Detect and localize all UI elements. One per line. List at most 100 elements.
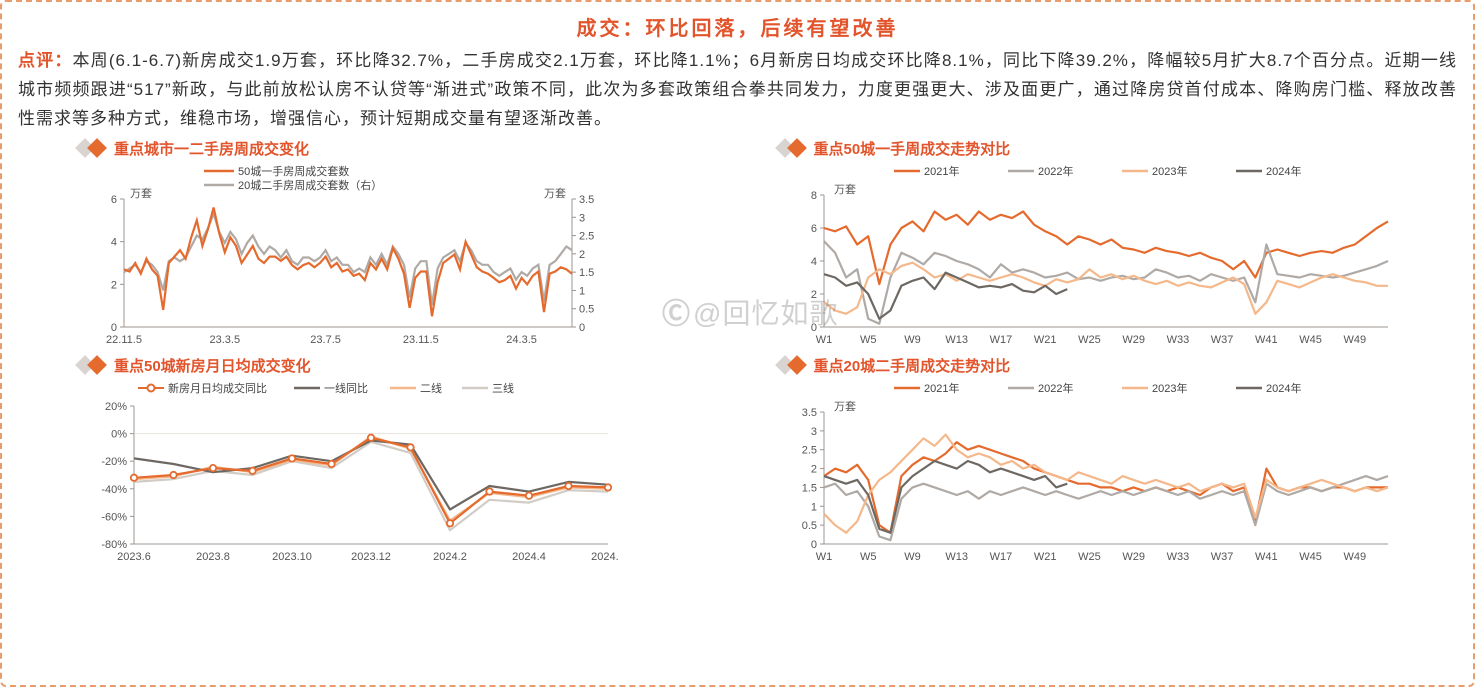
- svg-text:3: 3: [810, 426, 816, 438]
- svg-text:2023年: 2023年: [1152, 381, 1187, 395]
- svg-text:2023.6: 2023.6: [117, 551, 151, 563]
- svg-text:1: 1: [579, 285, 585, 297]
- svg-text:W9: W9: [904, 334, 921, 346]
- chart-svg: 50城一手房周成交套数20城二手房周成交套数（右） 万套 万套 0 2 4 6 0 0.5 1 1.…: [78, 161, 618, 351]
- chart-title: 重点50城新房月日均成交变化: [114, 355, 311, 376]
- chart-weekly-transactions: 重点城市一二手房周成交变化 50城一手房周成交套数20城二手房周成交套数（右） 万…: [78, 138, 718, 351]
- svg-text:W1: W1: [815, 334, 832, 346]
- svg-text:0%: 0%: [111, 428, 127, 440]
- chart-50city-monthly-yoy: 重点50城新房月日均成交变化 新房月日均成交同比 一线同比 二线 三线 -80% -60%…: [78, 355, 718, 568]
- charts-grid: 重点城市一二手房周成交变化 50城一手房周成交套数20城二手房周成交套数（右） 万…: [18, 138, 1457, 568]
- svg-text:23.3.5: 23.3.5: [210, 334, 241, 346]
- svg-text:2023.10: 2023.10: [272, 551, 312, 563]
- svg-text:W49: W49: [1343, 551, 1366, 563]
- svg-text:3.5: 3.5: [801, 407, 816, 419]
- svg-text:2: 2: [810, 289, 816, 301]
- svg-text:-20%: -20%: [101, 456, 127, 468]
- svg-text:2023.8: 2023.8: [196, 551, 230, 563]
- svg-text:W21: W21: [1033, 334, 1056, 346]
- svg-text:新房月日均成交同比: 新房月日均成交同比: [168, 381, 267, 395]
- svg-text:22.11.5: 22.11.5: [106, 334, 142, 346]
- svg-text:W13: W13: [945, 334, 968, 346]
- svg-text:4: 4: [810, 256, 816, 268]
- report-panel: 成交：环比回落，后续有望改善 点评：本周(6.1-6.7)新房成交1.9万套，环…: [0, 0, 1475, 687]
- commentary-label: 点评：: [18, 51, 73, 70]
- svg-text:万套: 万套: [130, 187, 152, 200]
- svg-text:50城一手房周成交套数: 50城一手房周成交套数: [238, 164, 349, 178]
- svg-text:万套: 万套: [834, 400, 856, 413]
- svg-text:W37: W37: [1210, 551, 1233, 563]
- svg-text:3.5: 3.5: [579, 194, 594, 206]
- svg-text:2023.12: 2023.12: [351, 551, 391, 563]
- svg-text:W25: W25: [1078, 551, 1101, 563]
- svg-text:2024年: 2024年: [1266, 164, 1301, 178]
- svg-text:三线: 三线: [492, 381, 514, 395]
- svg-text:W41: W41: [1255, 551, 1278, 563]
- chart-svg: 2021年2022年2023年2024年万套00.511.522.533.5W1…: [778, 378, 1398, 568]
- svg-text:20%: 20%: [105, 401, 127, 413]
- svg-text:6: 6: [111, 194, 117, 206]
- svg-text:万套: 万套: [544, 187, 566, 200]
- svg-text:-40%: -40%: [101, 483, 127, 495]
- svg-text:23.7.5: 23.7.5: [310, 334, 341, 346]
- chart-20city-secondary-trend: 重点20城二手周成交走势对比 2021年2022年2023年2024年万套00.…: [778, 355, 1418, 568]
- svg-text:W45: W45: [1299, 551, 1322, 563]
- svg-text:1.5: 1.5: [579, 267, 594, 279]
- svg-text:1: 1: [810, 501, 816, 513]
- svg-text:2.5: 2.5: [579, 230, 594, 242]
- svg-text:20城二手房周成交套数（右）: 20城二手房周成交套数（右）: [238, 178, 382, 192]
- svg-text:W17: W17: [989, 334, 1012, 346]
- svg-text:8: 8: [810, 190, 816, 202]
- svg-text:W13: W13: [945, 551, 968, 563]
- chart-title: 重点城市一二手房周成交变化: [114, 138, 309, 159]
- svg-text:0.5: 0.5: [579, 303, 594, 315]
- chart-title: 重点20城二手周成交走势对比: [814, 355, 1011, 376]
- svg-text:W21: W21: [1033, 551, 1056, 563]
- svg-text:W33: W33: [1166, 334, 1189, 346]
- svg-text:W17: W17: [989, 551, 1012, 563]
- svg-text:W1: W1: [815, 551, 832, 563]
- svg-text:W45: W45: [1299, 334, 1322, 346]
- svg-text:1.5: 1.5: [801, 482, 816, 494]
- svg-text:W9: W9: [904, 551, 921, 563]
- svg-text:一线同比: 一线同比: [324, 381, 368, 395]
- svg-text:W5: W5: [859, 334, 876, 346]
- svg-text:2024.6: 2024.6: [591, 551, 618, 563]
- svg-text:W29: W29: [1122, 334, 1145, 346]
- svg-text:23.11.5: 23.11.5: [403, 334, 439, 346]
- svg-text:2: 2: [579, 249, 585, 261]
- svg-text:3: 3: [579, 212, 585, 224]
- svg-text:W41: W41: [1255, 334, 1278, 346]
- svg-text:6: 6: [810, 223, 816, 235]
- svg-text:W29: W29: [1122, 551, 1145, 563]
- svg-text:0.5: 0.5: [801, 520, 816, 532]
- svg-text:2021年: 2021年: [924, 381, 959, 395]
- svg-text:0: 0: [579, 322, 585, 334]
- svg-text:-60%: -60%: [101, 511, 127, 523]
- svg-text:24.3.5: 24.3.5: [506, 334, 537, 346]
- svg-text:2023年: 2023年: [1152, 164, 1187, 178]
- diamond-icon: [787, 138, 807, 158]
- svg-text:W37: W37: [1210, 334, 1233, 346]
- svg-text:0: 0: [810, 322, 816, 334]
- svg-text:0: 0: [111, 322, 117, 334]
- main-title: 成交：环比回落，后续有望改善: [18, 12, 1457, 41]
- svg-text:W49: W49: [1343, 334, 1366, 346]
- chart-svg: 2021年2022年2023年2024年万套02468W1W5W9W13W17W…: [778, 161, 1398, 351]
- svg-text:W5: W5: [859, 551, 876, 563]
- commentary-block: 点评：本周(6.1-6.7)新房成交1.9万套，环比降32.7%，二手房成交2.…: [18, 47, 1457, 134]
- svg-text:2: 2: [810, 463, 816, 475]
- svg-text:2022年: 2022年: [1038, 164, 1073, 178]
- svg-text:-80%: -80%: [101, 539, 127, 551]
- diamond-icon: [87, 355, 107, 375]
- svg-text:2024.4: 2024.4: [512, 551, 546, 563]
- svg-text:二线: 二线: [420, 381, 442, 395]
- svg-text:W25: W25: [1078, 334, 1101, 346]
- svg-text:2.5: 2.5: [801, 444, 816, 456]
- diamond-icon: [87, 138, 107, 158]
- svg-text:2024.2: 2024.2: [433, 551, 467, 563]
- svg-text:4: 4: [111, 236, 117, 248]
- svg-text:2022年: 2022年: [1038, 381, 1073, 395]
- chart-svg: 新房月日均成交同比 一线同比 二线 三线 -80% -60% -40% -20% 0% 20% 20…: [78, 378, 618, 568]
- svg-text:0: 0: [810, 539, 816, 551]
